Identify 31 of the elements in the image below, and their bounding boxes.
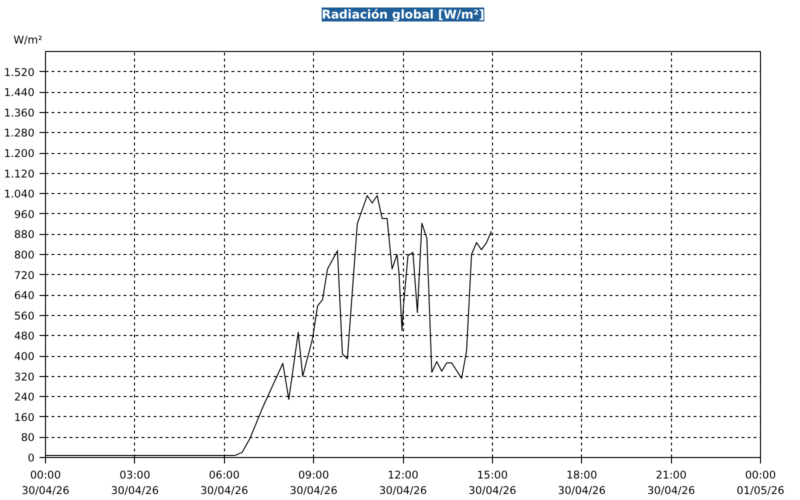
x-tick-label: 03:00 30/04/26 — [110, 468, 160, 498]
y-tick-label: 880 — [14, 228, 35, 242]
y-tick-label: 1.040 — [4, 188, 35, 201]
y-tick-label: 480 — [14, 330, 35, 343]
y-tick-label: 720 — [14, 268, 35, 282]
y-tick-label: 1.120 — [4, 167, 35, 180]
y-tick-label: 800 — [14, 248, 35, 262]
y-tick-label: 0 — [28, 452, 35, 464]
y-tick-label: 1.200 — [4, 147, 35, 160]
y-tick-label: 400 — [14, 350, 35, 363]
x-tick-label: 06:00 30/04/26 — [200, 468, 248, 498]
x-tick-label: 18:00 30/04/26 — [558, 468, 606, 498]
y-axis-title: W/m² — [14, 34, 42, 46]
y-tick-label: 1.360 — [4, 106, 35, 120]
y-tick-label: 240 — [14, 390, 35, 404]
x-tick-label: 21:00 30/04/26 — [647, 468, 696, 498]
y-tick-label: 640 — [14, 289, 35, 302]
x-tick-label: 00:00 01/05/26 — [736, 468, 785, 498]
y-tick-label: 1.280 — [4, 126, 35, 140]
chart-title: Radiación global [W/m²] — [322, 8, 484, 22]
y-tick-label: 560 — [14, 309, 35, 322]
y-tick-label: 1.520 — [4, 66, 35, 79]
y-tick-label: 960 — [14, 208, 35, 221]
y-tick-label: 80 — [20, 431, 35, 444]
y-tick-label: 320 — [14, 370, 35, 384]
x-tick-label: 15:00 30/04/26 — [468, 468, 517, 498]
x-tick-label: 09:00 30/04/26 — [290, 468, 338, 498]
y-tick-label: 160 — [14, 410, 35, 424]
y-tick-label: 1.440 — [4, 86, 35, 100]
x-tick-label: 00:00 30/04/26 — [22, 468, 70, 498]
x-tick-label: 12:00 30/04/26 — [379, 468, 428, 498]
